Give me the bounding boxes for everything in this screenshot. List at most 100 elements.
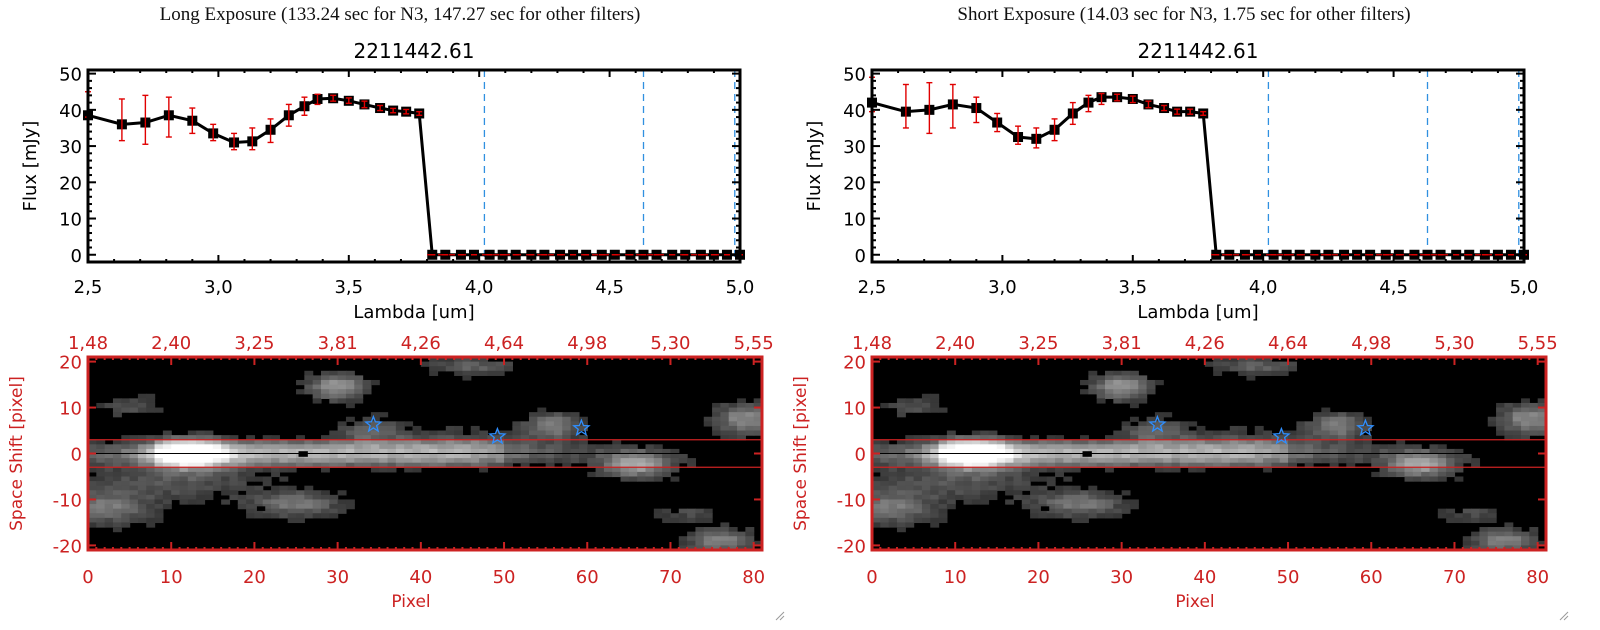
image-pixel xyxy=(603,471,613,478)
image-pixel xyxy=(1113,430,1123,436)
image-pixel xyxy=(1080,439,1089,445)
image-pixel xyxy=(753,421,763,427)
image-pixel xyxy=(470,366,480,372)
image-pixel xyxy=(653,462,663,468)
image-pixel xyxy=(1121,499,1131,505)
image-pixel xyxy=(971,499,981,505)
image-pixel xyxy=(337,490,347,496)
image-pixel xyxy=(1030,444,1040,450)
image-pixel xyxy=(146,393,156,399)
image-pixel xyxy=(1121,453,1131,459)
image-pixel xyxy=(1229,361,1239,367)
image-pixel xyxy=(121,471,131,478)
image-pixel xyxy=(204,476,214,482)
image-pixel xyxy=(595,462,605,468)
image-pixel xyxy=(930,490,940,496)
y-tick-label: 10 xyxy=(843,210,866,231)
image-pixel xyxy=(345,458,355,464)
resize-grip-icon[interactable] xyxy=(1559,611,1569,621)
image-pixel xyxy=(437,366,447,372)
image-pixel xyxy=(578,444,588,450)
image-pixel xyxy=(1246,448,1256,455)
x-tick-label: 40 xyxy=(409,567,432,588)
image-pixel xyxy=(1038,490,1048,496)
image-pixel xyxy=(171,467,181,473)
image-pixel xyxy=(1446,467,1456,473)
image-pixel xyxy=(1221,448,1231,455)
image-pixel xyxy=(737,407,746,413)
image-pixel xyxy=(988,490,998,496)
image-pixel xyxy=(162,448,172,455)
top-tick-label: 4,26 xyxy=(1185,333,1225,354)
image-pixel xyxy=(1163,412,1173,418)
image-pixel xyxy=(1529,412,1539,418)
image-pixel xyxy=(196,448,206,455)
image-pixel xyxy=(1412,444,1422,450)
image-pixel xyxy=(337,435,347,441)
image-pixel xyxy=(179,471,189,478)
image-pixel xyxy=(162,467,172,473)
image-pixel xyxy=(121,407,131,413)
image-pixel xyxy=(1129,384,1139,390)
image-pixel xyxy=(329,513,339,519)
image-pixel xyxy=(121,398,131,404)
image-pixel xyxy=(479,458,489,464)
image-pixel xyxy=(888,481,898,487)
image-pixel xyxy=(1104,499,1114,505)
image-pixel xyxy=(1213,453,1223,459)
image-pixel xyxy=(1404,453,1414,459)
image-pixel xyxy=(204,430,214,436)
image-pixel xyxy=(1088,453,1098,459)
image-pixel xyxy=(1454,513,1464,519)
image-pixel xyxy=(337,370,347,376)
image-pixel xyxy=(112,407,122,413)
image-pixel xyxy=(104,499,114,505)
image-pixel xyxy=(370,412,380,418)
image-pixel xyxy=(645,448,655,455)
image-pixel xyxy=(1046,467,1056,473)
image-pixel xyxy=(570,444,580,450)
y-tick-label: 20 xyxy=(59,173,82,194)
image-pixel xyxy=(279,453,289,459)
image-pixel xyxy=(1337,453,1347,459)
image-pixel xyxy=(1496,412,1505,418)
image-pixel xyxy=(1163,453,1173,459)
image-pixel xyxy=(121,462,131,468)
image-pixel xyxy=(271,494,280,501)
image-pixel xyxy=(578,448,588,455)
image-pixel xyxy=(1346,435,1356,441)
image-pixel xyxy=(1088,379,1098,386)
image-pixel xyxy=(487,453,497,459)
image-pixel xyxy=(963,448,973,455)
image-pixel xyxy=(287,453,297,459)
image-pixel xyxy=(112,481,122,487)
image-pixel xyxy=(1254,444,1264,450)
image-pixel xyxy=(1479,517,1489,524)
image-pixel xyxy=(246,490,256,496)
top-tick-label: 4,98 xyxy=(567,333,607,354)
image-pixel xyxy=(1238,435,1248,441)
image-pixel xyxy=(412,430,422,436)
image-pixel xyxy=(1296,439,1306,445)
image-pixel xyxy=(320,448,330,455)
image-pixel xyxy=(420,439,430,445)
image-pixel xyxy=(1254,361,1264,367)
image-pixel xyxy=(171,490,181,496)
y-tick-label: 0 xyxy=(71,246,82,267)
image-pixel xyxy=(930,517,940,524)
resize-grip-icon[interactable] xyxy=(775,611,785,621)
image-pixel xyxy=(504,435,513,441)
image-pixel xyxy=(1146,430,1156,436)
image-pixel xyxy=(470,357,480,363)
image-pixel xyxy=(645,458,655,464)
image-pixel xyxy=(1096,453,1106,459)
image-pixel xyxy=(221,444,231,450)
image-pixel xyxy=(728,402,738,409)
image-pixel xyxy=(345,504,355,510)
image-pixel xyxy=(1288,453,1297,459)
image-pixel xyxy=(888,458,898,464)
image-pixel xyxy=(946,448,956,455)
image-pixel xyxy=(745,536,755,542)
image-pixel xyxy=(1129,430,1139,436)
image-pixel xyxy=(930,448,940,455)
